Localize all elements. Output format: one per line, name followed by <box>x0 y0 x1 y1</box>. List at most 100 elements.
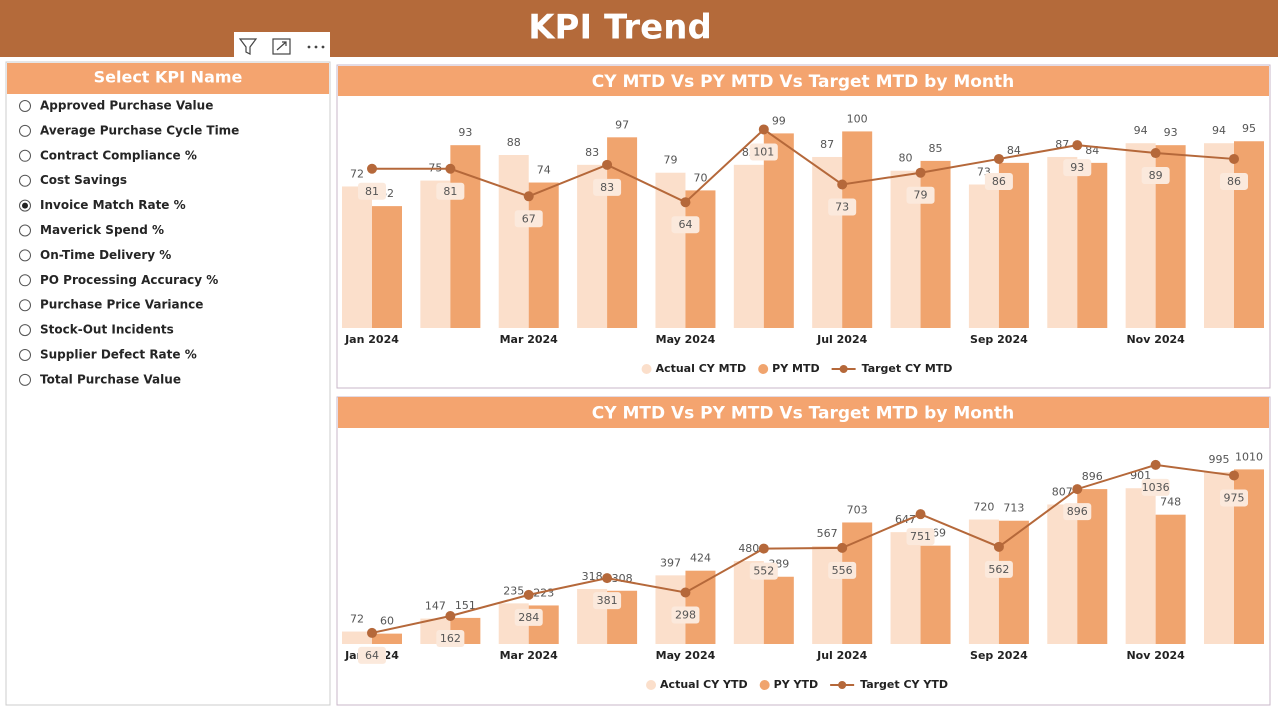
data-label: 720 <box>973 501 994 514</box>
label-box <box>436 629 465 647</box>
slicer-option[interactable]: Contract Compliance % <box>40 148 197 162</box>
label-box <box>436 182 465 200</box>
chart-panel <box>336 64 1271 389</box>
bar <box>1077 162 1108 328</box>
label-box <box>828 198 857 216</box>
slicer-option[interactable]: Average Purchase Cycle Time <box>40 123 239 137</box>
line-point <box>602 159 613 170</box>
radio-button[interactable] <box>19 249 31 262</box>
bar <box>685 190 716 328</box>
more-icon[interactable] <box>307 45 325 49</box>
x-tick-label: Nov 2024 <box>1126 333 1185 346</box>
visual-toolbar <box>234 32 330 60</box>
data-label: 80 <box>899 152 913 165</box>
chart-panel <box>336 396 1271 706</box>
data-label: 995 <box>1209 453 1230 466</box>
line-point <box>915 167 926 178</box>
line-point <box>837 542 848 553</box>
label-box <box>1141 478 1170 496</box>
line-point <box>1229 153 1239 164</box>
focus-icon[interactable] <box>272 38 291 55</box>
bar <box>763 576 794 644</box>
data-label: 79 <box>914 189 928 202</box>
label-box <box>1141 167 1170 185</box>
label-box <box>514 210 543 228</box>
radio-button[interactable] <box>19 100 31 112</box>
legend-label: Target CY YTD <box>860 678 948 691</box>
slicer-option[interactable]: PO Processing Accuracy % <box>40 273 218 287</box>
legend-label: Actual CY YTD <box>660 678 748 691</box>
slicer-option[interactable]: Maverick Spend % <box>40 223 164 237</box>
bar <box>733 164 764 328</box>
slicer-option[interactable]: On-Time Delivery % <box>40 248 171 262</box>
data-label: 975 <box>1224 491 1245 504</box>
x-tick-label: Jul 2024 <box>816 333 867 346</box>
radio-button[interactable] <box>19 324 31 337</box>
slicer-option[interactable]: Purchase Price Variance <box>40 298 203 312</box>
radio-button[interactable] <box>19 124 31 137</box>
data-label: 151 <box>455 599 476 612</box>
bar <box>1204 143 1234 328</box>
slicer-header <box>7 63 329 94</box>
data-label: 86 <box>992 175 1006 188</box>
line <box>371 463 1235 634</box>
chart-title-bar <box>338 397 1269 428</box>
radio-button[interactable] <box>19 349 31 361</box>
slicer-option[interactable]: Supplier Defect Rate % <box>40 348 197 362</box>
filter-icon[interactable] <box>238 38 258 55</box>
line-point <box>758 543 769 554</box>
radio-button[interactable] <box>19 274 31 287</box>
line-point <box>367 627 377 638</box>
line-point <box>837 179 848 190</box>
line-point <box>758 124 769 135</box>
bar <box>763 133 794 328</box>
line-point <box>993 153 1004 164</box>
data-label: 81 <box>443 185 457 198</box>
slicer-option[interactable]: Total Purchase Value <box>40 372 181 386</box>
bar <box>528 182 559 328</box>
bar <box>1047 156 1078 328</box>
bar <box>968 184 999 328</box>
bar <box>1155 514 1186 644</box>
radio-button[interactable] <box>19 224 31 237</box>
data-label: 60 <box>380 615 394 628</box>
data-label: 84 <box>1007 144 1021 157</box>
label-box <box>749 143 778 161</box>
data-label: 74 <box>537 164 551 177</box>
line-point <box>602 573 613 584</box>
data-label: 100 <box>847 112 868 125</box>
x-tick-label: May 2024 <box>656 333 716 346</box>
x-tick-label: Mar 2024 <box>500 649 559 662</box>
bar <box>655 172 686 328</box>
label-box <box>514 608 543 626</box>
radio-button[interactable] <box>19 299 31 312</box>
data-label: 381 <box>597 594 618 607</box>
slicer-option[interactable]: Approved Purchase Value <box>40 99 213 113</box>
radio-button[interactable] <box>19 149 31 162</box>
x-tick-label: Sep 2024 <box>970 333 1028 346</box>
line-point <box>993 541 1004 552</box>
label-box <box>593 592 622 610</box>
slicer-option[interactable]: Invoice Match Rate % <box>40 198 186 212</box>
bar <box>372 206 402 328</box>
bar <box>1047 504 1078 644</box>
bar <box>890 532 921 644</box>
data-label: 81 <box>365 185 379 198</box>
bar <box>1234 141 1264 328</box>
slicer-option[interactable]: Cost Savings <box>40 173 127 187</box>
x-tick-label: Jul 2024 <box>816 649 867 662</box>
data-label: 67 <box>522 212 536 225</box>
radio-button[interactable] <box>19 373 31 386</box>
data-label: 713 <box>1003 502 1024 515</box>
radio-selected <box>22 202 28 209</box>
slicer-option[interactable]: Stock-Out Incidents <box>40 323 174 337</box>
line-point <box>523 191 534 202</box>
data-label: 95 <box>1242 122 1256 135</box>
bar <box>607 137 638 328</box>
line-point <box>680 587 691 598</box>
legend-marker <box>838 681 847 689</box>
label-box <box>984 172 1013 190</box>
bar <box>812 156 843 328</box>
label-box <box>1220 489 1248 507</box>
radio-button[interactable] <box>19 174 31 187</box>
